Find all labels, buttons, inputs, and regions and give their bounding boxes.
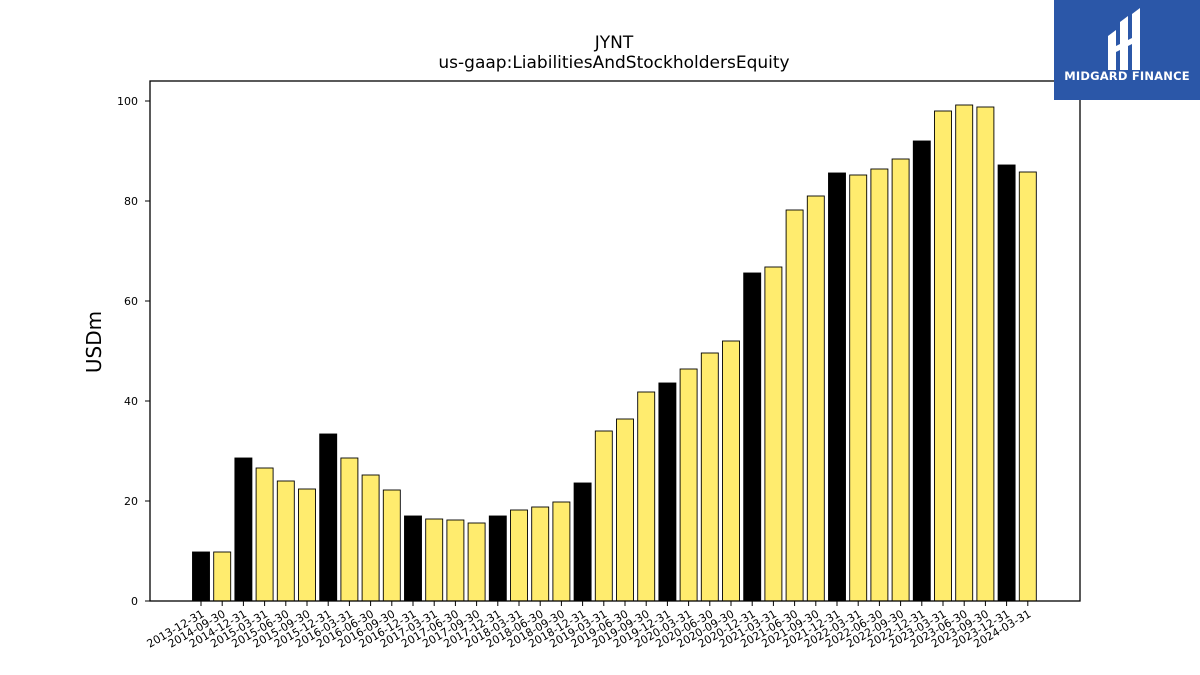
y-tick-label: 60 bbox=[124, 295, 138, 308]
bar-2018-03-31 bbox=[510, 509, 528, 602]
bar-2020-09-30 bbox=[722, 340, 740, 602]
bar-2015-06-30 bbox=[276, 480, 295, 602]
bar-2020-12-31 bbox=[743, 272, 762, 602]
bar-2022-12-31 bbox=[912, 140, 931, 602]
bar-2022-06-30 bbox=[870, 168, 889, 602]
y-tick-label: 80 bbox=[124, 195, 138, 208]
bar-2018-09-30 bbox=[552, 501, 571, 602]
bar-2015-12-31 bbox=[319, 433, 338, 602]
bar-2018-12-31 bbox=[573, 482, 592, 602]
y-axis-ticks: 0 20 40 60 80 100 bbox=[117, 95, 150, 608]
bar-2015-03-31 bbox=[255, 467, 274, 602]
bar-2016-06-30 bbox=[361, 474, 380, 602]
chart-subtitle: us-gaap:LiabilitiesAndStockholdersEquity bbox=[438, 53, 789, 73]
bar-2019-09-30 bbox=[637, 391, 656, 602]
bar-2022-09-30 bbox=[891, 158, 910, 602]
y-tick-label: 0 bbox=[131, 595, 138, 608]
bar-2016-03-31 bbox=[340, 457, 359, 602]
bar-2021-12-31 bbox=[828, 172, 846, 602]
bar-2015-09-30 bbox=[298, 488, 316, 602]
bar-2023-09-30 bbox=[976, 106, 995, 602]
bar-2017-06-30 bbox=[446, 519, 465, 602]
bar-2017-12-31 bbox=[488, 515, 507, 602]
bar-2017-09-30 bbox=[467, 522, 486, 602]
y-tick-label: 100 bbox=[117, 95, 138, 108]
bar-2016-09-30 bbox=[382, 489, 401, 602]
bar-2021-03-31 bbox=[764, 266, 783, 602]
brand-name: MIDGARD FINANCE bbox=[1064, 69, 1190, 83]
midgard-logo-icon bbox=[1108, 8, 1140, 70]
bars-group bbox=[192, 104, 1037, 602]
bar-2014-09-30 bbox=[213, 551, 232, 602]
bar-2019-06-30 bbox=[616, 418, 634, 602]
y-tick-label: 40 bbox=[124, 395, 138, 408]
bar-2022-03-31 bbox=[849, 174, 868, 602]
bar-2024-03-31 bbox=[1018, 171, 1037, 602]
bar-2016-12-31 bbox=[404, 515, 422, 602]
plot-frame bbox=[149, 80, 1081, 602]
bar-2021-09-30 bbox=[806, 195, 825, 602]
bar-2023-12-31 bbox=[997, 164, 1016, 602]
bar-2023-06-30 bbox=[955, 104, 974, 602]
x-axis-ticks: 2013-12-312014-09-302014-12-312015-03-31… bbox=[145, 601, 1033, 651]
bar-2017-03-31 bbox=[425, 518, 444, 602]
brand-logo: MIDGARD FINANCE bbox=[1054, 0, 1200, 100]
bar-2020-06-30 bbox=[700, 352, 719, 602]
bar-2019-03-31 bbox=[594, 430, 613, 602]
bar-2018-06-30 bbox=[531, 506, 550, 602]
y-tick-label: 20 bbox=[124, 495, 138, 508]
bar-2021-06-30 bbox=[785, 209, 804, 602]
bar-2020-03-31 bbox=[679, 368, 698, 602]
bar-2023-03-31 bbox=[934, 110, 952, 602]
y-axis-label: USDm bbox=[82, 311, 106, 373]
bar-2013-12-31 bbox=[192, 551, 210, 602]
bar-2019-12-31 bbox=[658, 382, 677, 602]
chart-title: JYNT bbox=[594, 33, 634, 53]
bar-2014-12-31 bbox=[234, 457, 253, 602]
